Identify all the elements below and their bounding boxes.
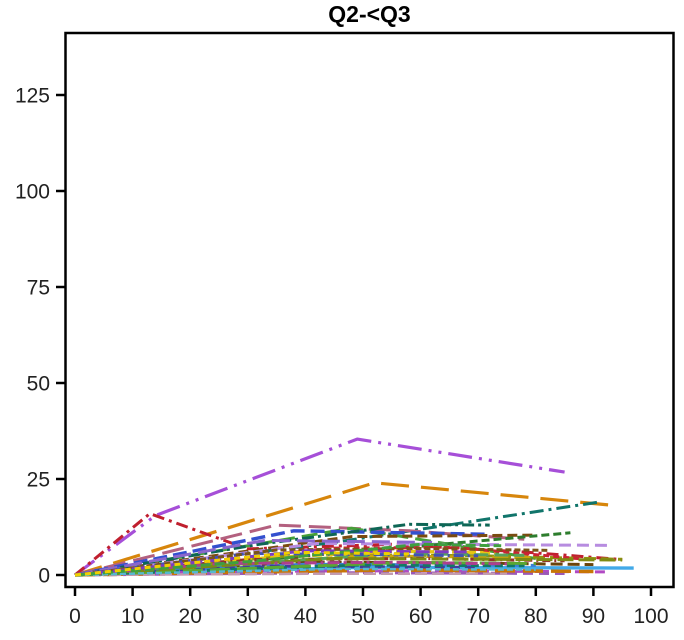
series-line-bright-yellow bbox=[74, 550, 410, 577]
series-line-rosy bbox=[74, 572, 507, 577]
x-tick-label: 80 bbox=[524, 605, 547, 628]
x-axis-ticks: 0 10 20 30 40 50 60 70 80 90 100 bbox=[69, 587, 669, 628]
series-line-brown-mid bbox=[74, 547, 548, 577]
x-tick-label: 10 bbox=[121, 605, 144, 628]
series-line-orange-outlier bbox=[74, 481, 611, 577]
x-tick-label: 90 bbox=[582, 605, 605, 628]
series-line-purple-outlier bbox=[74, 437, 565, 577]
y-tick-label: 50 bbox=[27, 373, 50, 396]
series-line-royal-blue bbox=[74, 529, 490, 577]
x-tick-label: 20 bbox=[179, 605, 202, 628]
x-tick-label: 40 bbox=[294, 605, 317, 628]
x-tick-label: 0 bbox=[69, 605, 81, 628]
series-group bbox=[74, 437, 634, 577]
x-tick-label: 50 bbox=[351, 605, 374, 628]
series-line-dark-teal bbox=[74, 522, 490, 577]
x-tick-label: 60 bbox=[409, 605, 432, 628]
y-tick-label: 75 bbox=[27, 277, 50, 300]
x-tick-label: 100 bbox=[633, 605, 668, 628]
series-line-dark-violet bbox=[74, 549, 467, 577]
plot-frame bbox=[64, 31, 675, 589]
series-line-medium-purple bbox=[74, 538, 433, 577]
y-axis-ticks: 0 25 50 75 100 125 bbox=[15, 85, 66, 588]
y-tick-label: 125 bbox=[15, 85, 50, 108]
series-line-indigo bbox=[74, 552, 479, 577]
series-line-crimson-peak bbox=[74, 512, 623, 577]
series-line-cyan-low bbox=[74, 567, 536, 577]
x-tick-label: 30 bbox=[236, 605, 259, 628]
chart-title: Q2-<Q3 bbox=[328, 1, 411, 27]
y-tick-label: 0 bbox=[38, 565, 50, 588]
y-tick-label: 25 bbox=[27, 469, 50, 492]
y-tick-label: 100 bbox=[15, 181, 50, 204]
x-tick-label: 70 bbox=[467, 605, 490, 628]
